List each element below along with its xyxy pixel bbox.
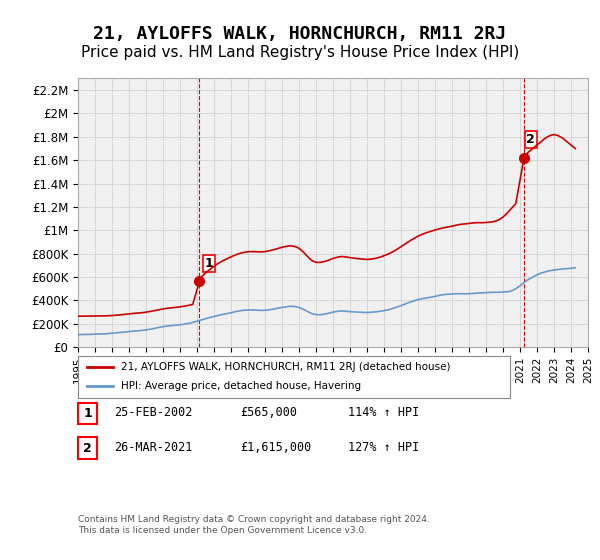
Text: 26-MAR-2021: 26-MAR-2021: [114, 441, 193, 454]
Text: 2: 2: [526, 133, 535, 146]
Text: 21, AYLOFFS WALK, HORNCHURCH, RM11 2RJ (detached house): 21, AYLOFFS WALK, HORNCHURCH, RM11 2RJ (…: [121, 362, 451, 372]
Text: 25-FEB-2002: 25-FEB-2002: [114, 406, 193, 419]
Text: 21, AYLOFFS WALK, HORNCHURCH, RM11 2RJ: 21, AYLOFFS WALK, HORNCHURCH, RM11 2RJ: [94, 25, 506, 43]
Text: HPI: Average price, detached house, Havering: HPI: Average price, detached house, Have…: [121, 381, 361, 391]
Text: £565,000: £565,000: [240, 406, 297, 419]
Text: 2: 2: [83, 441, 92, 455]
Text: 114% ↑ HPI: 114% ↑ HPI: [348, 406, 419, 419]
Text: 1: 1: [205, 257, 214, 270]
Text: 127% ↑ HPI: 127% ↑ HPI: [348, 441, 419, 454]
Text: Price paid vs. HM Land Registry's House Price Index (HPI): Price paid vs. HM Land Registry's House …: [81, 45, 519, 60]
Text: Contains HM Land Registry data © Crown copyright and database right 2024.
This d: Contains HM Land Registry data © Crown c…: [78, 515, 430, 535]
Text: 1: 1: [83, 407, 92, 420]
Text: £1,615,000: £1,615,000: [240, 441, 311, 454]
